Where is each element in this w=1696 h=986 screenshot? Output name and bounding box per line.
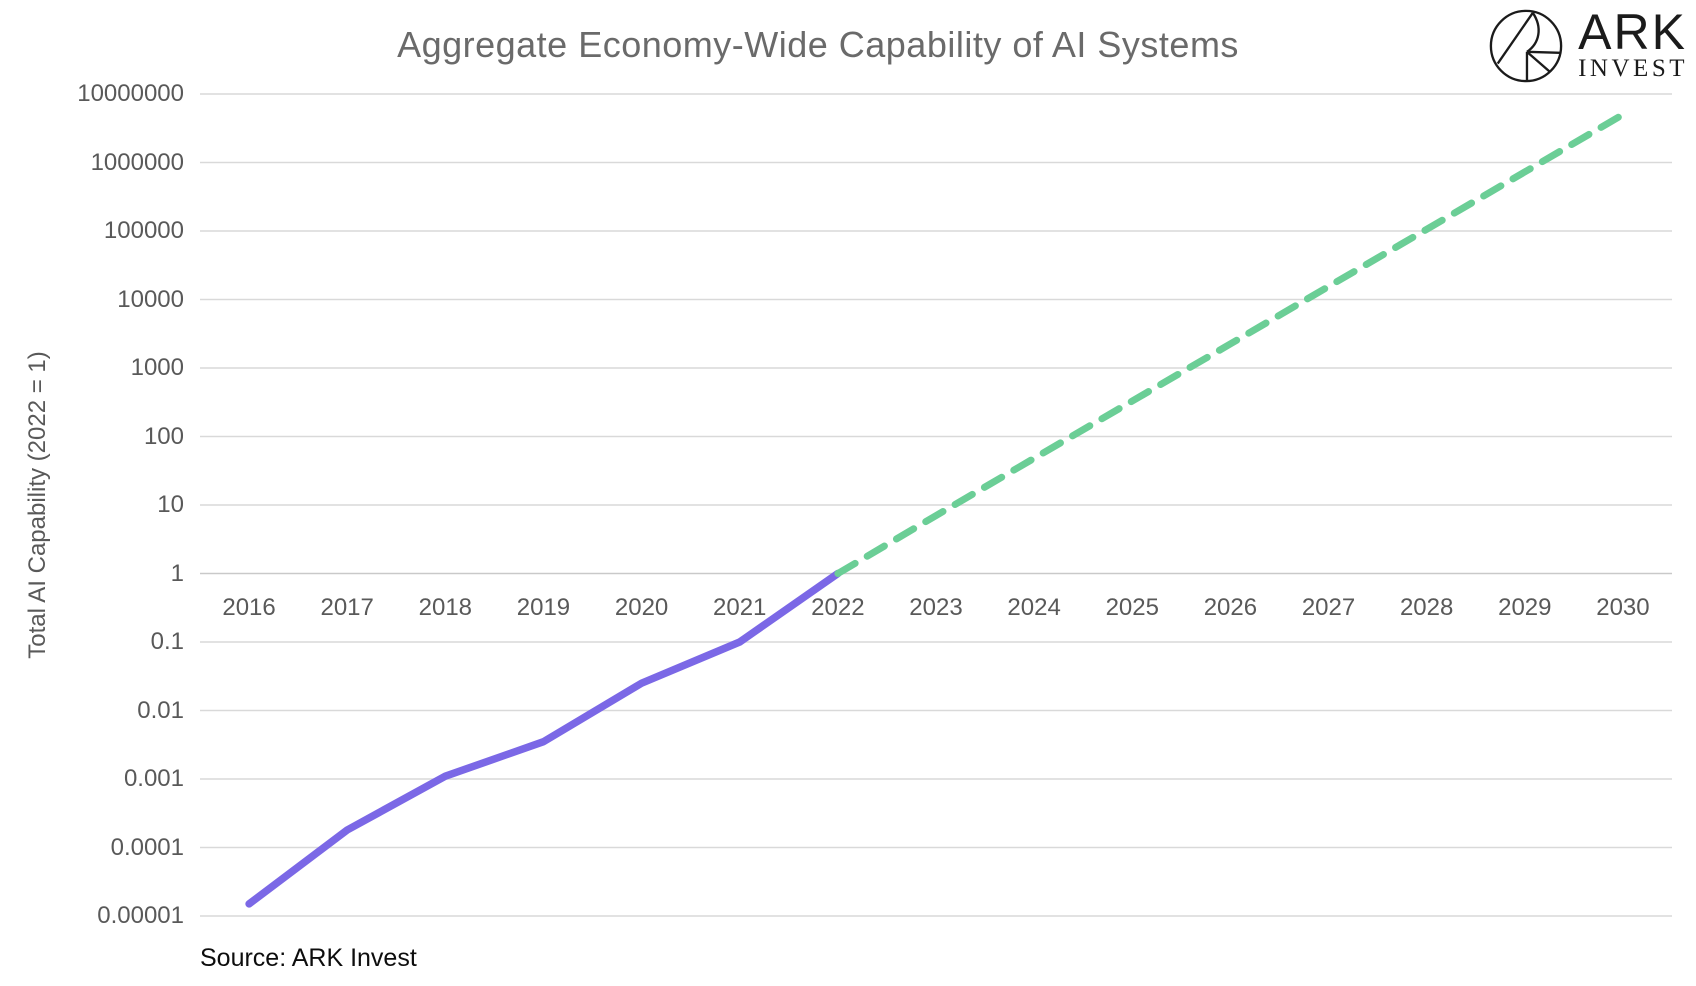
y-tick-label: 0.00001: [97, 902, 184, 929]
ark-logo-subname: INVEST: [1578, 55, 1688, 82]
y-tick-label: 10000: [117, 285, 184, 313]
ark-logo-icon: [1489, 9, 1563, 83]
x-tick-label: 2030: [1596, 593, 1650, 621]
x-tick-label: 2019: [516, 593, 571, 621]
series-line-dashed: [834, 111, 1627, 577]
y-tick-label: 0.0001: [110, 833, 184, 861]
ark-logo-name: ARK: [1578, 4, 1687, 60]
x-tick-label: 2025: [1105, 593, 1159, 621]
y-tick-label: 10000000: [77, 80, 184, 107]
x-tick-label: 2029: [1498, 593, 1552, 621]
x-tick-label: 2023: [909, 593, 963, 621]
y-tick-label: 1000: [130, 354, 184, 381]
y-tick-label: 100000: [103, 217, 184, 244]
y-tick-label: 100: [143, 422, 184, 450]
y-tick-label: 0.01: [137, 696, 184, 724]
x-tick-label: 2026: [1203, 593, 1258, 621]
x-tick-label: 2027: [1301, 593, 1356, 621]
chart-title: Aggregate Economy-Wide Capability of AI …: [397, 24, 1239, 65]
y-tick-label: 1000000: [90, 148, 184, 176]
x-tick-label: 2018: [418, 593, 473, 621]
y-tick-label: 0.1: [150, 628, 184, 655]
x-tick-label: 2028: [1399, 593, 1454, 621]
source-note: Source: ARK Invest: [200, 944, 417, 972]
x-tick-label: 2017: [320, 593, 374, 621]
y-tick-label: 10: [157, 491, 184, 518]
ark-logo: ARK INVEST: [1487, 6, 1688, 84]
x-tick-label: 2016: [222, 593, 276, 621]
x-tick-label: 2020: [614, 593, 669, 621]
y-tick-label: 0.001: [123, 765, 184, 792]
y-tick-label: 1: [170, 559, 184, 587]
x-tick-label: 2024: [1007, 593, 1061, 621]
x-tick-label: 2021: [713, 593, 767, 621]
ark-logo-text: ARK INVEST: [1578, 4, 1688, 82]
x-tick-label: 2022: [811, 593, 865, 621]
series-line-solid: [245, 569, 842, 908]
